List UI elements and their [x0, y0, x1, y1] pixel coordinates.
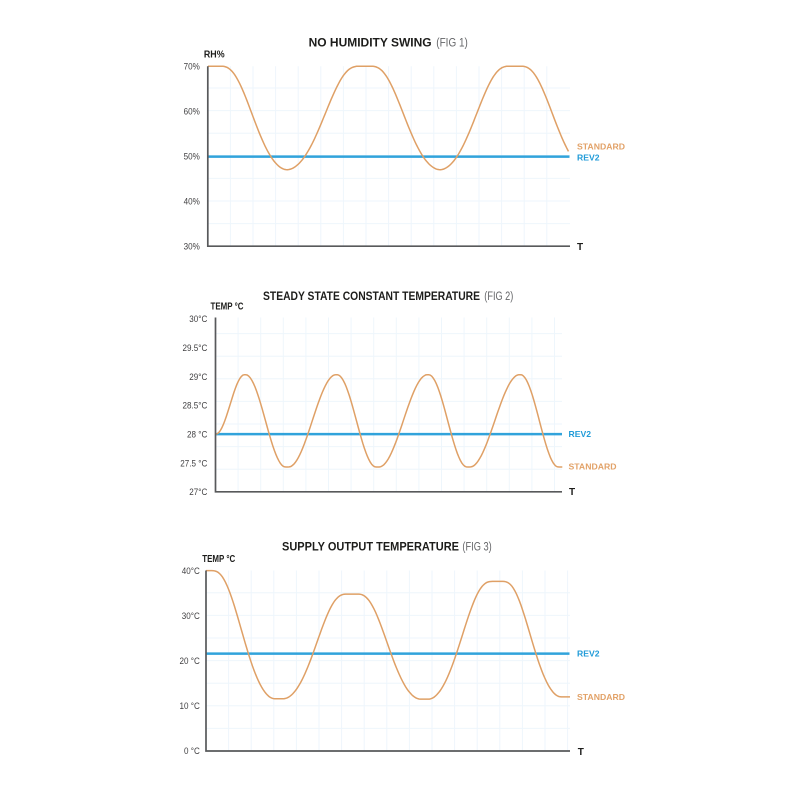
svg-text:28 °C: 28 °C	[187, 430, 207, 441]
svg-text:30%: 30%	[184, 242, 201, 253]
svg-text:27.5 °C: 27.5 °C	[180, 458, 207, 469]
svg-text:STEADY STATE CONSTANT TEMPERAT: STEADY STATE CONSTANT TEMPERATURE	[263, 291, 480, 303]
svg-text:50%: 50%	[184, 152, 201, 163]
svg-text:REV2: REV2	[569, 429, 592, 439]
svg-text:REV2: REV2	[577, 649, 600, 659]
svg-text:TEMP °C: TEMP °C	[202, 554, 235, 565]
svg-text:RH%: RH%	[204, 50, 225, 61]
svg-text:REV2: REV2	[577, 153, 600, 163]
svg-text:(FIG 3): (FIG 3)	[462, 542, 491, 554]
svg-text:10 °C: 10 °C	[180, 701, 200, 712]
svg-text:NO HUMIDITY SWING: NO HUMIDITY SWING	[309, 38, 432, 50]
svg-text:27°C: 27°C	[189, 487, 207, 498]
svg-text:T: T	[577, 242, 583, 253]
svg-text:STANDARD: STANDARD	[577, 142, 625, 152]
svg-text:40%: 40%	[184, 197, 201, 208]
svg-text:40°C: 40°C	[182, 566, 200, 577]
svg-text:TEMP °C: TEMP °C	[211, 301, 244, 312]
svg-text:60%: 60%	[184, 107, 201, 118]
svg-text:28.5°C: 28.5°C	[183, 401, 208, 412]
svg-text:T: T	[569, 487, 575, 498]
svg-text:20 °C: 20 °C	[180, 656, 200, 667]
svg-text:30°C: 30°C	[182, 611, 200, 622]
svg-text:(FIG 1): (FIG 1)	[436, 38, 468, 50]
svg-text:29.5°C: 29.5°C	[183, 343, 208, 354]
svg-text:0 °C: 0 °C	[184, 746, 200, 757]
svg-text:STANDARD: STANDARD	[569, 461, 617, 471]
svg-text:30°C: 30°C	[189, 314, 207, 325]
svg-text:SUPPLY OUTPUT TEMPERATURE: SUPPLY OUTPUT TEMPERATURE	[282, 542, 459, 554]
svg-text:(FIG 2): (FIG 2)	[484, 291, 513, 303]
svg-text:29°C: 29°C	[189, 372, 207, 383]
svg-text:STANDARD: STANDARD	[577, 692, 625, 702]
svg-text:T: T	[578, 747, 584, 758]
svg-text:70%: 70%	[184, 62, 201, 73]
